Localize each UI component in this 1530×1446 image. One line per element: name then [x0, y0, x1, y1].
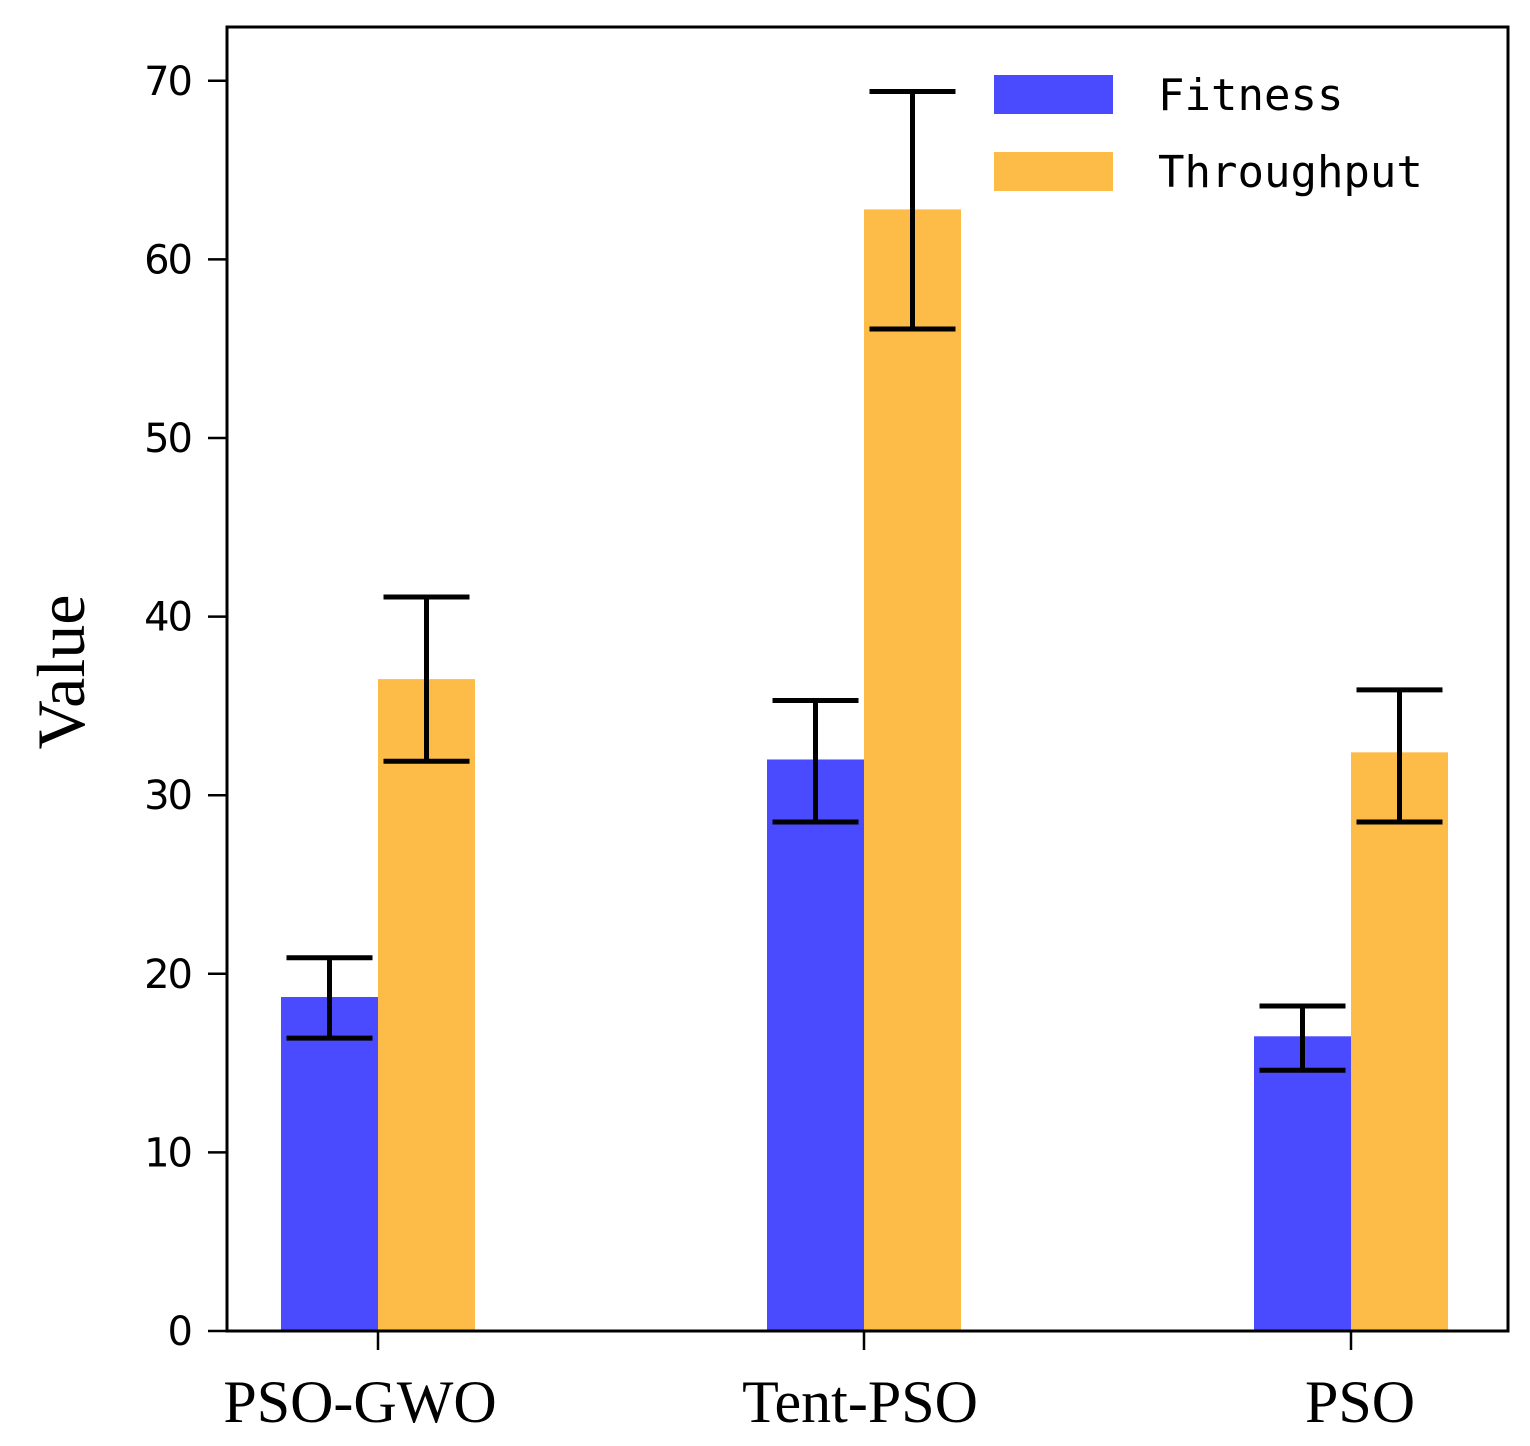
error-bar-throughput-pso	[1356, 687, 1443, 825]
legend: Fitness Throughput	[994, 70, 1423, 198]
error-bar-throughput-pso-gwo	[383, 594, 470, 764]
plot-frame	[225, 25, 1510, 1333]
bar-fitness-pso	[1254, 1036, 1351, 1331]
bar-throughput-pso-gwo	[378, 679, 475, 1331]
y-tick-label-20: 20	[144, 952, 191, 998]
y-tick-label-0: 0	[168, 1309, 191, 1355]
error-bars-layer	[286, 89, 1443, 1073]
legend-swatch-fitness	[994, 75, 1113, 114]
y-tick-label-70: 70	[144, 59, 191, 105]
y-tick-label-60: 60	[144, 237, 191, 283]
error-bar-fitness-pso-gwo	[286, 955, 373, 1041]
error-bar-throughput-tent-pso	[869, 89, 956, 332]
y-tick-label-50: 50	[144, 416, 191, 462]
y-tick-label-30: 30	[144, 773, 191, 819]
legend-label-fitness: Fitness	[1158, 70, 1343, 121]
error-bar-fitness-pso	[1259, 1003, 1346, 1073]
x-tick-label-tent-pso: Tent-PSO	[742, 1369, 978, 1435]
y-axis-label: Value	[23, 595, 99, 750]
y-axis: 0 10 20 30 40 50 60 70	[144, 59, 227, 1355]
bars-layer	[281, 209, 1448, 1332]
legend-swatch-throughput	[994, 152, 1113, 191]
y-tick-label-40: 40	[144, 595, 191, 641]
legend-label-throughput: Throughput	[1158, 147, 1423, 198]
bar-fitness-pso-gwo	[281, 997, 378, 1331]
error-bar-fitness-tent-pso	[772, 698, 859, 825]
x-tick-label-pso: PSO	[1305, 1369, 1415, 1435]
bar-throughput-pso	[1351, 752, 1448, 1331]
bar-fitness-tent-pso	[767, 759, 864, 1331]
y-tick-label-10: 10	[144, 1130, 191, 1176]
x-tick-label-pso-gwo: PSO-GWO	[223, 1369, 496, 1435]
x-axis: PSO-GWO Tent-PSO PSO	[223, 1331, 1415, 1435]
bar-throughput-tent-pso	[864, 209, 961, 1332]
